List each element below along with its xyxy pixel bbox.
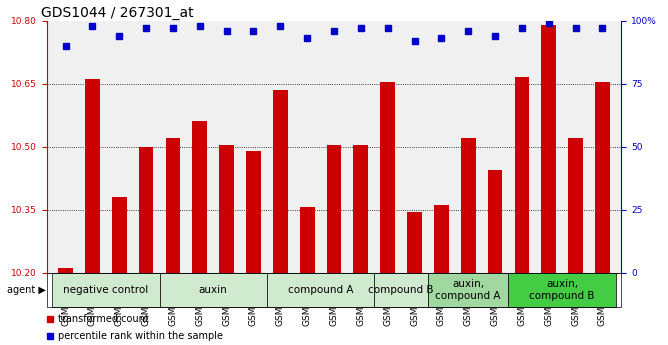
- Bar: [407, 212, 422, 273]
- Bar: [353, 145, 368, 273]
- Bar: [166, 138, 180, 273]
- Bar: [300, 207, 315, 273]
- Bar: [595, 81, 610, 273]
- Bar: [508, 273, 616, 307]
- Text: auxin: auxin: [199, 285, 228, 295]
- Bar: [327, 145, 341, 273]
- Bar: [47, 273, 621, 307]
- Bar: [52, 273, 160, 307]
- Bar: [273, 90, 288, 273]
- Bar: [374, 273, 428, 307]
- Bar: [514, 77, 529, 273]
- Bar: [434, 205, 449, 273]
- Bar: [246, 151, 261, 273]
- Text: auxin,
compound A: auxin, compound A: [436, 279, 501, 300]
- Bar: [461, 138, 476, 273]
- Text: GDS1044 / 267301_at: GDS1044 / 267301_at: [41, 6, 194, 20]
- Bar: [488, 170, 502, 273]
- Bar: [139, 147, 154, 273]
- Bar: [568, 138, 583, 273]
- Text: agent ▶: agent ▶: [7, 285, 46, 295]
- Bar: [58, 268, 73, 273]
- Bar: [85, 79, 100, 273]
- Bar: [192, 121, 207, 273]
- Bar: [160, 273, 267, 307]
- Bar: [267, 273, 374, 307]
- Text: transformed count: transformed count: [58, 314, 149, 324]
- Bar: [219, 145, 234, 273]
- Text: compound B: compound B: [368, 285, 434, 295]
- Bar: [541, 25, 556, 273]
- Bar: [428, 273, 508, 307]
- Text: compound A: compound A: [288, 285, 353, 295]
- Bar: [380, 81, 395, 273]
- Text: negative control: negative control: [63, 285, 148, 295]
- Text: auxin,
compound B: auxin, compound B: [530, 279, 595, 300]
- Text: percentile rank within the sample: percentile rank within the sample: [58, 332, 223, 341]
- Bar: [112, 197, 127, 273]
